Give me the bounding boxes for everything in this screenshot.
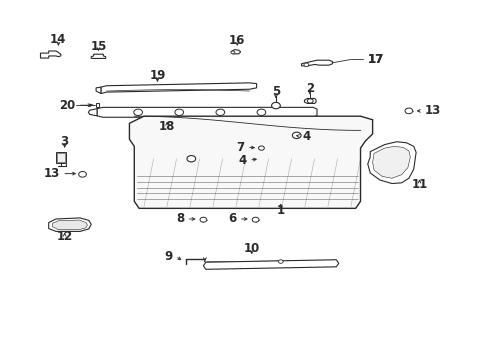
Text: 7: 7 bbox=[236, 140, 244, 153]
Text: 3: 3 bbox=[61, 135, 69, 148]
Bar bbox=[57, 153, 64, 162]
Polygon shape bbox=[129, 116, 372, 208]
Text: 17: 17 bbox=[367, 53, 383, 66]
Text: 1: 1 bbox=[276, 204, 284, 217]
Text: 9: 9 bbox=[164, 250, 173, 263]
Text: 19: 19 bbox=[149, 69, 165, 82]
Text: 13: 13 bbox=[424, 104, 440, 117]
Polygon shape bbox=[88, 109, 97, 116]
Polygon shape bbox=[49, 218, 91, 231]
Polygon shape bbox=[203, 260, 338, 269]
Polygon shape bbox=[41, 51, 61, 58]
Text: 17: 17 bbox=[367, 53, 383, 66]
Circle shape bbox=[292, 132, 301, 139]
Circle shape bbox=[252, 217, 259, 222]
Text: 12: 12 bbox=[57, 230, 73, 243]
Circle shape bbox=[186, 156, 195, 162]
Text: 6: 6 bbox=[227, 212, 236, 225]
Polygon shape bbox=[304, 99, 315, 103]
Text: 10: 10 bbox=[243, 242, 259, 255]
Circle shape bbox=[304, 63, 308, 67]
Polygon shape bbox=[230, 50, 240, 54]
Text: 13: 13 bbox=[43, 167, 60, 180]
Text: 8: 8 bbox=[176, 212, 183, 225]
Circle shape bbox=[404, 108, 412, 114]
Text: 11: 11 bbox=[410, 178, 427, 191]
Circle shape bbox=[216, 109, 224, 116]
Circle shape bbox=[257, 109, 265, 116]
Text: 20: 20 bbox=[59, 99, 75, 112]
Text: 15: 15 bbox=[90, 40, 106, 53]
Text: 4: 4 bbox=[238, 154, 246, 167]
Circle shape bbox=[134, 109, 142, 116]
Text: 16: 16 bbox=[228, 34, 245, 47]
Circle shape bbox=[200, 217, 206, 222]
Bar bbox=[95, 103, 99, 107]
Circle shape bbox=[258, 146, 264, 150]
Polygon shape bbox=[53, 220, 87, 230]
Circle shape bbox=[278, 260, 283, 263]
Polygon shape bbox=[97, 107, 316, 117]
Circle shape bbox=[79, 171, 86, 177]
Text: 14: 14 bbox=[50, 33, 66, 46]
Text: 4: 4 bbox=[302, 130, 310, 143]
Circle shape bbox=[271, 102, 280, 109]
Text: 2: 2 bbox=[305, 82, 313, 95]
Text: 18: 18 bbox=[159, 120, 175, 133]
Polygon shape bbox=[91, 54, 105, 58]
Text: 5: 5 bbox=[271, 85, 280, 98]
Circle shape bbox=[175, 109, 183, 116]
Polygon shape bbox=[301, 60, 332, 66]
Circle shape bbox=[307, 99, 312, 103]
Polygon shape bbox=[372, 146, 409, 178]
Circle shape bbox=[230, 51, 234, 54]
Polygon shape bbox=[96, 87, 101, 94]
Polygon shape bbox=[367, 142, 415, 184]
Bar bbox=[56, 152, 65, 163]
Polygon shape bbox=[101, 83, 256, 94]
